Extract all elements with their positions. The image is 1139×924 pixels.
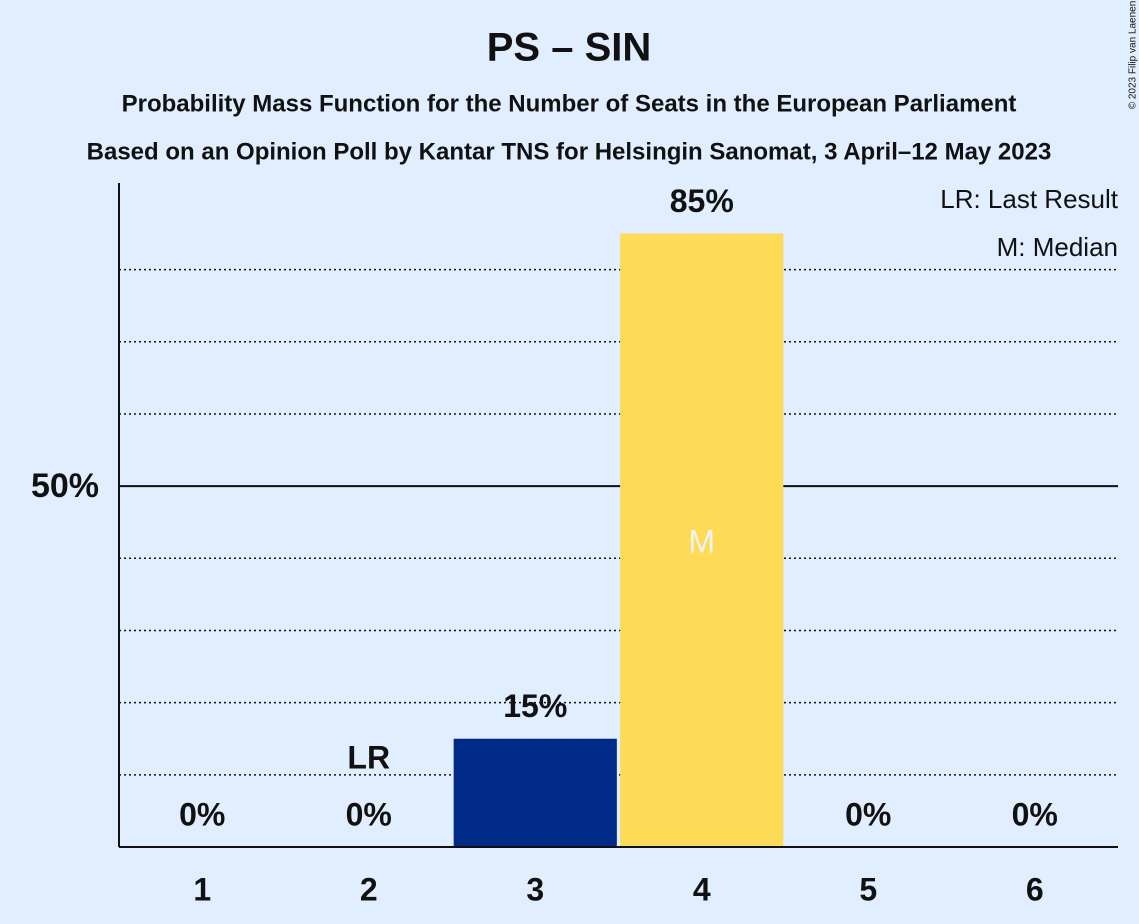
copyright: © 2023 Filip van Laenen: [1128, 1, 1139, 110]
subtitle: Based on an Opinion Poll by Kantar TNS f…: [87, 138, 1052, 165]
legend-entry: M: Median: [997, 232, 1118, 262]
subtitle: Probability Mass Function for the Number…: [122, 90, 1017, 117]
value-label: 15%: [503, 688, 567, 724]
annotation: M: [688, 524, 715, 560]
x-tick-label: 4: [693, 871, 711, 907]
x-tick-label: 2: [360, 871, 378, 907]
value-label: 0%: [845, 796, 891, 832]
bar: [620, 233, 784, 848]
x-tick-label: 6: [1026, 871, 1044, 907]
x-tick-label: 5: [859, 871, 877, 907]
x-tick-label: 1: [193, 871, 211, 907]
x-tick-label: 3: [526, 871, 544, 907]
chart-title: PS – SIN: [487, 26, 652, 70]
value-label: 0%: [179, 796, 225, 832]
value-label: 0%: [346, 796, 392, 832]
y-tick-label: 50%: [31, 467, 99, 505]
annotation: LR: [347, 739, 390, 775]
bar: [453, 738, 617, 847]
value-label: 0%: [1012, 796, 1058, 832]
value-label: 85%: [670, 183, 734, 219]
legend-entry: LR: Last Result: [940, 184, 1119, 214]
